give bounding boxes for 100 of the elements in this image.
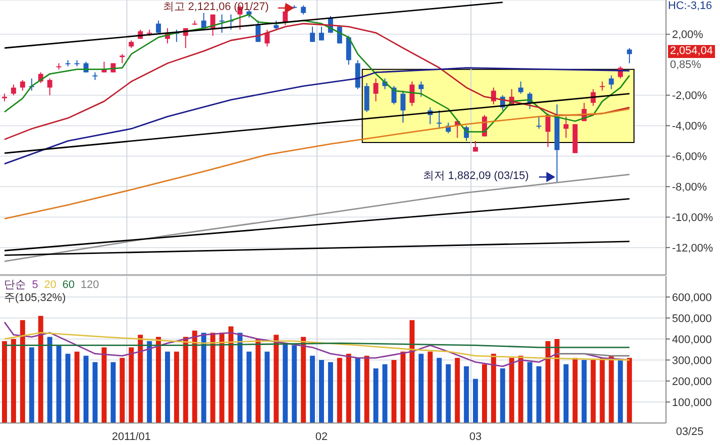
bar xyxy=(500,368,506,423)
x-tick-label: 02 xyxy=(315,431,328,443)
bar xyxy=(364,356,370,423)
candlestick xyxy=(626,47,632,64)
bar xyxy=(146,341,152,423)
bar xyxy=(264,352,270,423)
bar xyxy=(600,358,605,423)
text: 03/25 xyxy=(676,426,704,439)
bar xyxy=(11,339,16,423)
bar xyxy=(256,339,261,423)
bar xyxy=(527,362,532,423)
candlestick xyxy=(491,87,496,105)
bar xyxy=(56,345,62,423)
annotation: 주(105,32%) xyxy=(4,292,66,305)
candlestick xyxy=(318,26,324,41)
y-tick-label: -6,00% xyxy=(672,151,708,164)
bar xyxy=(192,330,198,423)
bar xyxy=(400,352,406,423)
text: 2,054,04 xyxy=(668,45,715,58)
bar xyxy=(183,336,188,423)
bar xyxy=(608,356,614,423)
bar xyxy=(65,354,70,423)
line-series xyxy=(4,108,630,220)
bar xyxy=(74,352,80,423)
candlestick xyxy=(156,20,161,34)
y-tick-label: -2,00% xyxy=(672,90,708,102)
bar xyxy=(355,358,360,423)
candlestick xyxy=(373,78,378,102)
y-tick-label: 300,000 xyxy=(672,354,712,367)
candlestick xyxy=(20,79,26,92)
bar xyxy=(300,336,306,423)
candlestick xyxy=(47,78,52,96)
bar xyxy=(102,347,107,423)
bar xyxy=(626,358,632,423)
y-tick-label: 600,000 xyxy=(672,292,712,304)
bar xyxy=(536,366,542,423)
candlestick xyxy=(74,60,80,67)
y-tick-label: 500,000 xyxy=(672,312,712,325)
bar xyxy=(436,358,442,423)
bar xyxy=(545,341,550,423)
bar xyxy=(509,358,514,423)
candlestick xyxy=(346,35,352,66)
y-tick-label: 2,00% xyxy=(672,29,704,42)
bar xyxy=(428,352,433,423)
bar xyxy=(47,336,52,423)
bar xyxy=(373,368,378,423)
bar xyxy=(84,356,89,423)
bar xyxy=(20,320,26,423)
bar xyxy=(2,341,7,423)
bar xyxy=(228,326,234,423)
text: 5 xyxy=(32,279,38,292)
bar xyxy=(120,358,125,423)
bar xyxy=(310,356,315,423)
x-tick-label: 03 xyxy=(469,431,482,443)
bar xyxy=(282,343,288,423)
candlestick xyxy=(391,86,396,105)
bar xyxy=(246,352,252,423)
bar xyxy=(454,358,460,423)
bar xyxy=(128,347,134,423)
candlestick xyxy=(600,81,605,92)
candlestick xyxy=(418,81,424,98)
candlestick xyxy=(410,81,415,106)
bar xyxy=(210,332,216,423)
line-series xyxy=(4,332,630,361)
bar xyxy=(156,336,161,423)
bar xyxy=(237,332,242,423)
bar xyxy=(446,364,451,423)
bar xyxy=(582,360,587,423)
bar xyxy=(382,364,388,423)
text: 0,85% xyxy=(670,59,702,72)
bar xyxy=(472,378,478,423)
bar xyxy=(491,354,496,423)
candlestick xyxy=(436,110,442,130)
y-tick-label: -8,00% xyxy=(672,182,708,194)
bar xyxy=(328,362,334,423)
candlestick xyxy=(300,4,306,15)
bar xyxy=(165,352,170,423)
legend-title: 단순 xyxy=(4,279,26,292)
bar xyxy=(138,334,143,423)
candlestick xyxy=(282,4,288,26)
bar xyxy=(418,354,424,423)
line-series xyxy=(4,322,630,367)
text: 60 xyxy=(62,279,75,292)
bar xyxy=(564,364,569,423)
bar xyxy=(590,360,596,423)
y-tick-label: 200,000 xyxy=(672,376,712,388)
annotation: 최고 2,121,06 (01/27) xyxy=(163,1,269,14)
candlestick xyxy=(274,20,279,30)
y-tick-label: -4,00% xyxy=(672,120,708,133)
bar xyxy=(92,362,98,423)
bar xyxy=(110,362,116,423)
y-tick-label: -12,00% xyxy=(672,242,714,254)
candlestick xyxy=(256,20,261,42)
candlestick xyxy=(56,62,62,70)
bar xyxy=(346,354,352,423)
bar xyxy=(201,332,206,423)
bar xyxy=(274,334,279,423)
text: 120 xyxy=(80,279,99,292)
candlestick xyxy=(545,113,550,148)
candlestick xyxy=(564,116,569,138)
